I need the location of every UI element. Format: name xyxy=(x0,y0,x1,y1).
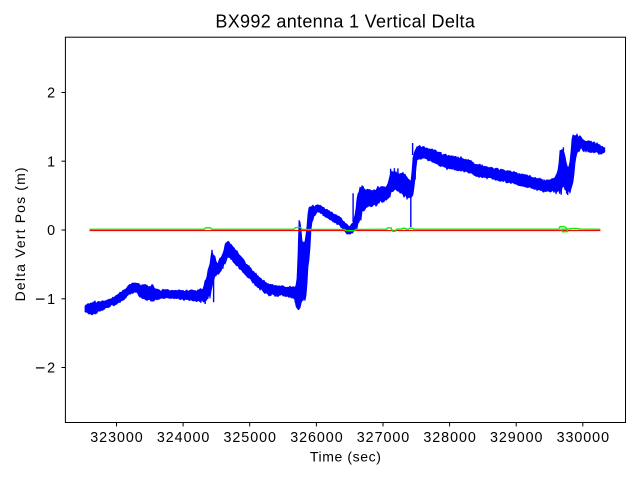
svg-text:1: 1 xyxy=(47,154,55,170)
svg-text:2: 2 xyxy=(47,361,55,377)
svg-text:2: 2 xyxy=(47,86,55,102)
svg-text:325000: 325000 xyxy=(223,430,276,446)
svg-text:329000: 329000 xyxy=(490,430,543,446)
svg-text:328000: 328000 xyxy=(423,430,476,446)
svg-text:Time (sec): Time (sec) xyxy=(310,449,382,465)
svg-text:Delta Vert Pos (m): Delta Vert Pos (m) xyxy=(12,166,28,301)
svg-text:330000: 330000 xyxy=(557,430,610,446)
svg-text:326000: 326000 xyxy=(290,430,343,446)
svg-text:323000: 323000 xyxy=(90,430,143,446)
svg-text:327000: 327000 xyxy=(357,430,410,446)
svg-text:1: 1 xyxy=(47,292,55,308)
svg-text:BX992 antenna 1 Vertical Delta: BX992 antenna 1 Vertical Delta xyxy=(215,12,475,32)
svg-text:0: 0 xyxy=(47,223,55,239)
svg-text:324000: 324000 xyxy=(157,430,210,446)
